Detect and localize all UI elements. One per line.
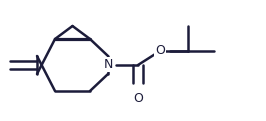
Text: O: O [155, 45, 165, 57]
Text: O: O [133, 92, 143, 106]
Text: N: N [103, 58, 113, 72]
